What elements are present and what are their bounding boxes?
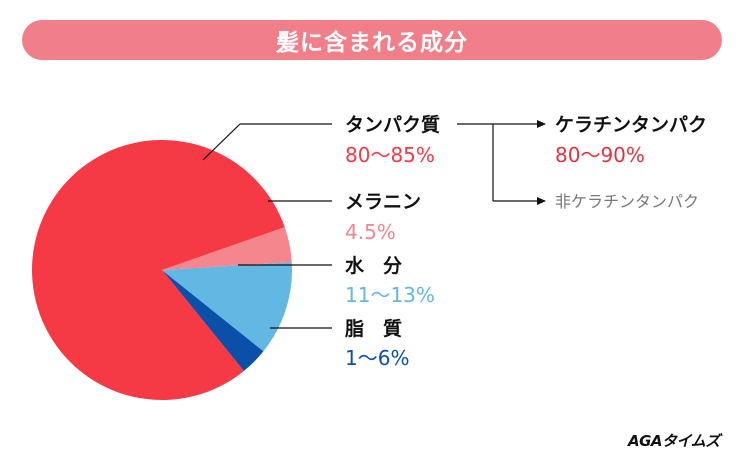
value-lipid: 1〜6% [345, 346, 409, 370]
label-melanin: メラニン [345, 191, 421, 213]
value-water: 11〜13% [345, 283, 435, 307]
label-protein: タンパク質 [345, 113, 440, 136]
label-lipid: 脂 質 [345, 317, 402, 340]
pie-slice-water [162, 262, 292, 352]
leader-line-protein [202, 123, 241, 161]
label-keratin: ケラチンタンパク [555, 114, 707, 136]
value-keratin: 80〜90% [555, 143, 645, 167]
label-non-keratin: 非ケラチンタンパク [555, 192, 699, 211]
value-protein: 80〜85% [345, 143, 435, 167]
title-banner: 髪に含まれる成分 [22, 20, 722, 60]
brand-logo: AGAタイムズ [628, 432, 720, 450]
label-water: 水 分 [345, 255, 402, 277]
pie-slices [31, 139, 292, 401]
chart-title: 髪に含まれる成分 [276, 30, 468, 56]
pie-slice-protein [31, 139, 285, 401]
pie-slice-melanin [162, 227, 292, 270]
pie-slice-lipid [162, 270, 264, 372]
value-melanin: 4.5% [345, 220, 396, 244]
